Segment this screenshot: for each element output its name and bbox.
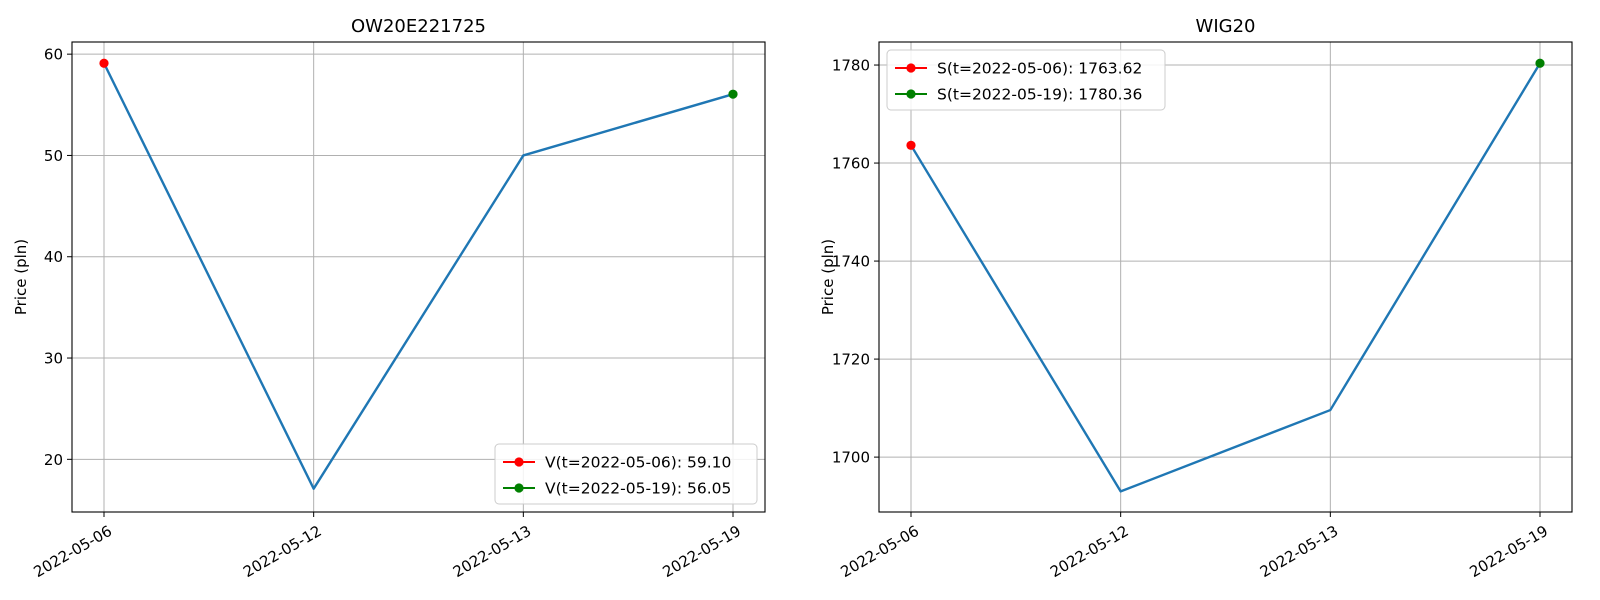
y-tick-label: 60 bbox=[44, 46, 63, 64]
x-tick-label: 2022-05-19 bbox=[659, 522, 744, 581]
marker-point bbox=[99, 58, 109, 68]
y-tick-label: 1720 bbox=[832, 351, 870, 369]
legend-label: S(t=2022-05-19): 1780.36 bbox=[937, 86, 1142, 104]
y-tick-label: 1780 bbox=[832, 57, 870, 75]
plot-area-frame bbox=[878, 41, 1573, 513]
y-tick-label: 40 bbox=[44, 248, 63, 266]
marker-point bbox=[728, 89, 738, 99]
marker-point bbox=[906, 140, 916, 150]
legend-label: V(t=2022-05-19): 56.05 bbox=[545, 480, 731, 498]
x-tick-label: 2022-05-13 bbox=[1257, 522, 1342, 581]
series-line bbox=[909, 62, 1542, 493]
x-tick-label: 2022-05-12 bbox=[1047, 522, 1132, 581]
legend-marker-swatch bbox=[906, 89, 916, 99]
chart-panel-2: 1700 1720 1740 1760 1780 2022-05-06 2022-05-12… bbox=[819, 16, 1573, 581]
series-line bbox=[102, 62, 735, 490]
x-tick-label: 2022-05-06 bbox=[837, 522, 922, 581]
marker-point bbox=[1535, 58, 1545, 68]
x-tick-label: 2022-05-12 bbox=[240, 522, 325, 581]
chart-title: OW20E221725 bbox=[351, 16, 486, 37]
legend-label: V(t=2022-05-06): 59.10 bbox=[545, 454, 731, 472]
x-tick-label: 2022-05-13 bbox=[450, 522, 535, 581]
legend: V(t=2022-05-06): 59.10 V(t=2022-05-19): 5… bbox=[494, 443, 758, 505]
legend-box bbox=[886, 49, 1166, 111]
y-tick-label: 1740 bbox=[832, 253, 870, 271]
plot-area-frame bbox=[71, 41, 766, 513]
legend: S(t=2022-05-06): 1763.62 S(t=2022-05-19):… bbox=[886, 49, 1166, 111]
x-tick-label: 2022-05-06 bbox=[30, 522, 115, 581]
legend-marker-swatch bbox=[514, 483, 524, 493]
y-tick-label: 1760 bbox=[832, 155, 870, 173]
y-tick-label: 1700 bbox=[832, 449, 870, 467]
y-tick-label: 50 bbox=[44, 147, 63, 165]
x-tick-label: 2022-05-19 bbox=[1466, 522, 1551, 581]
y-axis-label: Price (pln) bbox=[819, 239, 837, 315]
y-axis-label: Price (pln) bbox=[12, 239, 30, 315]
legend-marker-swatch bbox=[514, 457, 524, 467]
legend-box bbox=[494, 443, 758, 505]
chart-panel-1: 20 30 40 50 60 2022-05-06 2022-05-12 2022-05-13… bbox=[12, 16, 766, 581]
legend-label: S(t=2022-05-06): 1763.62 bbox=[937, 60, 1142, 78]
y-tick-label: 30 bbox=[44, 350, 63, 368]
chart-title: WIG20 bbox=[1196, 16, 1256, 37]
y-tick-label: 20 bbox=[44, 451, 63, 469]
legend-marker-swatch bbox=[906, 63, 916, 73]
